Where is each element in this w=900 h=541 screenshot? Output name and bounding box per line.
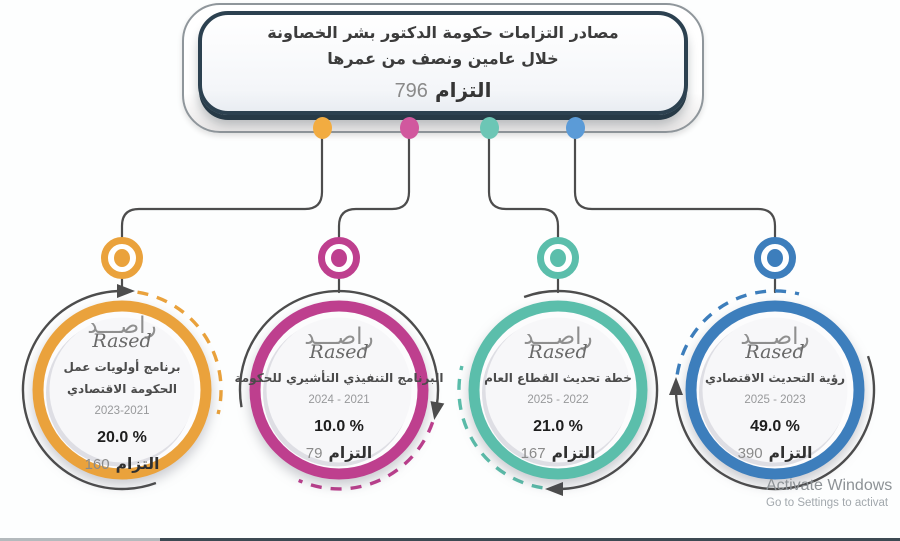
card-count-line: 167 التزام xyxy=(521,443,596,462)
card-title-line: برنامج أولويات عمل xyxy=(63,360,181,375)
target-ring-core xyxy=(114,249,130,267)
rased-logo-latin: Rased xyxy=(528,341,588,364)
source-dot-economic-modernization-vision xyxy=(565,117,585,139)
header-title-line2: خلال عامين ونصف من عمرها xyxy=(327,49,559,68)
card-count: 390 xyxy=(737,444,763,462)
card-years: 2025 - 2022 xyxy=(527,393,589,406)
card-years: 2024 - 2021 xyxy=(308,393,370,406)
connector-4 xyxy=(573,128,777,239)
inner-circle xyxy=(702,317,848,463)
arrow-head-icon xyxy=(669,377,683,395)
target-ring-core xyxy=(550,249,566,267)
connector-2 xyxy=(337,128,411,239)
source-card-executive-indicative-program: راصـــد Rased البرنامج التنفيذي التأشيري ل… xyxy=(224,275,454,505)
card-years: 2025 - 2023 xyxy=(744,393,806,406)
rased-logo-arabic: راصـــد xyxy=(304,324,374,351)
progress-arc-dashed xyxy=(137,290,223,415)
card-circle-graphic xyxy=(669,289,876,491)
progress-arc-gray xyxy=(674,355,876,491)
card-percent: 20.0 % xyxy=(97,428,147,446)
source-card-public-sector-modernization-plan: راصـــد Rased خطة تحديث القطاع العام 2025 -… xyxy=(443,275,673,505)
card-count: 79 xyxy=(305,444,323,462)
progress-arc-gray xyxy=(238,289,440,408)
inner-circle xyxy=(485,317,631,463)
bottom-edge-bar xyxy=(0,538,900,541)
card-percent: 10.0 % xyxy=(314,417,364,435)
source-card-economic-modernization-vision: راصـــد Rased رؤية التحديث الاقتصادي 2025 -… xyxy=(660,275,890,505)
arrow-head-icon xyxy=(117,284,135,298)
progress-arc-gray xyxy=(21,289,157,491)
card-percent: 49.0 % xyxy=(750,417,800,435)
inner-circle xyxy=(266,317,412,463)
rased-logo-latin: Rased xyxy=(309,341,369,364)
watermark-line1: Activate Windows xyxy=(766,477,893,494)
card-title-line: رؤية التحديث الاقتصادي xyxy=(704,371,846,386)
inner-circle xyxy=(49,317,195,463)
card-title-line: البرنامج التنفيذي التأشيري للحكومة xyxy=(234,371,444,386)
rased-logo-arabic: راصـــد xyxy=(87,313,157,340)
card-title: برنامج أولويات عمل الحكومة الاقتصادي xyxy=(63,357,180,400)
card-title: خطة تحديث القطاع العام xyxy=(484,368,632,390)
progress-arc-dashed xyxy=(457,365,543,490)
card-percent: 21.0 % xyxy=(533,417,583,435)
connector-1 xyxy=(120,128,324,239)
source-card-government-priorities-program: راصـــد Rased برنامج أولويات عمل الحكومة ال… xyxy=(7,275,237,505)
card-years: 2023-2021 xyxy=(94,404,150,417)
card-count: 167 xyxy=(520,444,546,462)
arrow-head-icon xyxy=(430,401,445,420)
rased-logo-latin: Rased xyxy=(745,341,805,364)
header-total: 796 التزام xyxy=(395,78,492,103)
card-count-label: التزام xyxy=(328,443,373,462)
bottom-edge-light xyxy=(0,538,160,541)
target-ring-icon-government-priorities-program xyxy=(101,237,143,279)
card-count: 160 xyxy=(84,455,110,473)
progress-arc-dashed xyxy=(675,289,800,375)
connector-3 xyxy=(487,128,560,239)
target-ring-core xyxy=(767,249,783,267)
card-count-line: 79 التزام xyxy=(306,443,372,462)
card-title-line: خطة تحديث القطاع العام xyxy=(484,371,632,386)
source-dot-government-priorities-program xyxy=(312,117,332,139)
card-count-label: التزام xyxy=(768,443,813,462)
arrow-head-icon xyxy=(545,482,563,496)
watermark-line2: Go to Settings to activat xyxy=(766,497,889,509)
card-count-line: 160 التزام xyxy=(85,454,160,473)
card-title: البرنامج التنفيذي التأشيري للحكومة xyxy=(235,368,444,390)
target-ring-core xyxy=(331,249,347,267)
card-title-line: الحكومة الاقتصادي xyxy=(67,381,177,396)
card-count-line: 390 التزام xyxy=(738,443,813,462)
card-circle-graphic xyxy=(457,289,659,496)
card-circle-graphic xyxy=(238,289,445,491)
card-title: رؤية التحديث الاقتصادي xyxy=(705,368,845,390)
rased-logo-latin: Rased xyxy=(92,330,152,353)
progress-arc-dashed xyxy=(298,421,435,491)
rased-logo-arabic: راصـــد xyxy=(740,324,810,351)
header-title-line1: مصادر التزامات حكومة الدكتور بشر الخصاون… xyxy=(267,23,619,42)
source-dot-executive-indicative-program xyxy=(399,117,419,139)
card-content: راصـــد Rased برنامج أولويات عمل الحكومة ال… xyxy=(41,309,203,479)
header-box: مصادر التزامات حكومة الدكتور بشر الخصاون… xyxy=(198,11,688,115)
activate-windows-watermark: Activate Windows Go to Settings to activ… xyxy=(766,477,900,509)
target-ring-icon-public-sector-modernization-plan xyxy=(537,237,579,279)
card-content: راصـــد Rased خطة تحديث القطاع العام 2025 -… xyxy=(477,309,639,479)
total-label: التزام xyxy=(434,78,492,102)
card-content: راصـــد Rased البرنامج التنفيذي التأشيري ل… xyxy=(235,309,444,479)
header-panel: مصادر التزامات حكومة الدكتور بشر الخصاون… xyxy=(182,3,704,133)
bottom-edge-dark xyxy=(160,538,900,541)
target-ring-icon-executive-indicative-program xyxy=(318,237,360,279)
card-circle-graphic xyxy=(21,284,223,491)
source-dot-public-sector-modernization-plan xyxy=(479,117,499,139)
card-count-label: التزام xyxy=(115,454,160,473)
rased-logo-arabic: راصـــد xyxy=(523,324,593,351)
target-ring-icon-economic-modernization-vision xyxy=(754,237,796,279)
total-count: 796 xyxy=(394,80,428,102)
progress-arc-gray xyxy=(523,289,659,491)
card-content: راصـــد Rased رؤية التحديث الاقتصادي 2025 -… xyxy=(694,309,856,479)
card-count-label: التزام xyxy=(551,443,596,462)
